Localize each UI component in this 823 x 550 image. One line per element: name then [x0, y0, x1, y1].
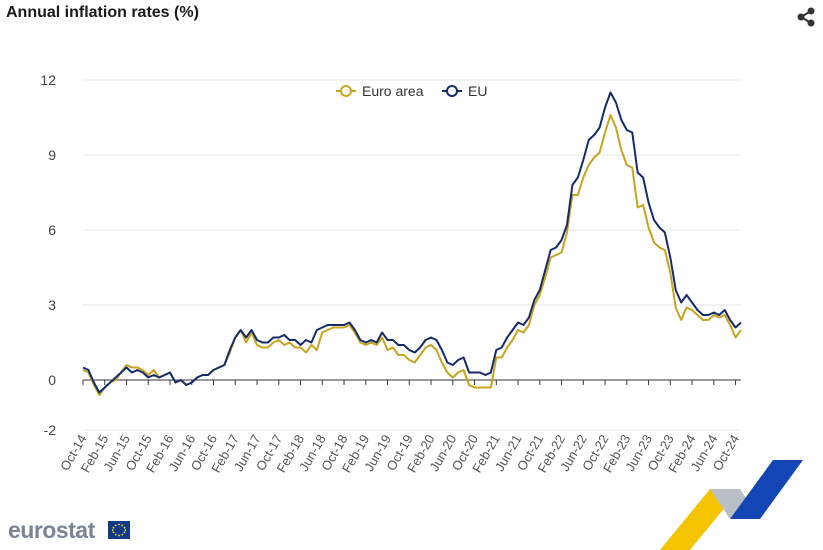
grid-lines [83, 79, 741, 431]
legend-circle-marker [446, 85, 458, 97]
y-tick-label: 9 [48, 147, 56, 163]
decorative-ribbon-icon [660, 460, 803, 550]
legend[interactable]: Euro area EU [336, 83, 487, 99]
legend-label: Euro area [362, 83, 424, 99]
series-line-euro-area [82, 114, 742, 396]
legend-item-eu[interactable]: EU [442, 83, 487, 99]
series-line-eu [82, 91, 742, 394]
legend-item-euro-area[interactable]: Euro area [336, 83, 424, 99]
legend-circle-marker [340, 85, 352, 97]
chart-title: Annual inflation rates (%) [6, 4, 199, 21]
share-icon[interactable] [795, 6, 817, 28]
y-tick-label: -2 [44, 422, 57, 438]
y-tick-label: 12 [40, 72, 56, 88]
series-lines [82, 91, 742, 396]
eurostat-logo: eurostat [8, 517, 95, 543]
y-tick-label: 3 [48, 297, 56, 313]
y-tick-label: 0 [48, 372, 56, 388]
y-axis-ticks: -2 0 3 6 9 12 [40, 72, 56, 438]
eu-flag-icon [108, 521, 130, 539]
y-tick-label: 6 [48, 222, 56, 238]
legend-label: EU [468, 83, 487, 99]
